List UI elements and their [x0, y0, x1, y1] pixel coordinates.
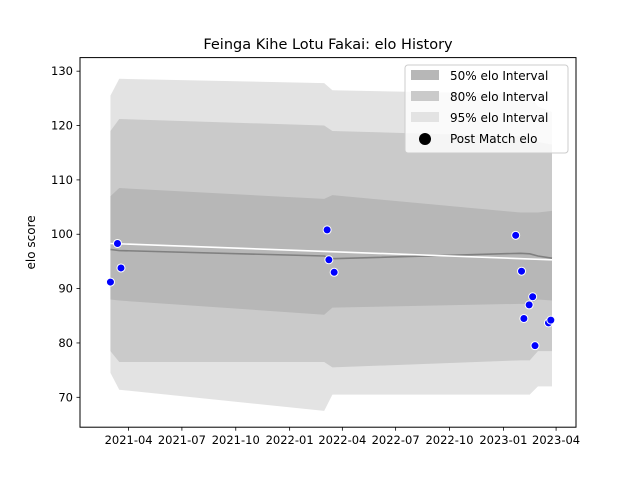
- data-point: [524, 300, 534, 310]
- legend-swatch: [411, 91, 439, 101]
- data-point: [112, 238, 122, 248]
- x-tick-label: 2021-04: [105, 433, 153, 447]
- legend-label: 95% elo Interval: [450, 111, 548, 125]
- y-tick-label: 100: [51, 227, 73, 241]
- y-tick-label: 120: [51, 119, 73, 133]
- data-point: [105, 277, 115, 287]
- y-axis-label: elo score: [24, 215, 38, 269]
- y-tick-label: 80: [58, 336, 73, 350]
- data-point: [322, 225, 332, 235]
- legend-marker: [419, 133, 431, 145]
- data-point: [116, 263, 126, 273]
- y-tick-label: 90: [58, 282, 73, 296]
- data-point: [519, 313, 529, 323]
- x-tick-label: 2021-10: [212, 433, 260, 447]
- legend: 50% elo Interval 80% elo Interval 95% elo …: [404, 64, 569, 154]
- data-point: [329, 267, 339, 277]
- series-line-2: [110, 242, 553, 261]
- legend-label: 50% elo Interval: [450, 69, 548, 83]
- data-point: [324, 255, 334, 265]
- y-axis: 70 80 90 100 110 120 130: [51, 64, 80, 404]
- legend-swatch: [411, 70, 439, 80]
- axes-frame: [79, 57, 577, 428]
- x-tick-label: 2022-07: [372, 433, 420, 447]
- data-point: [546, 315, 556, 325]
- y-tick-label: 110: [51, 173, 73, 187]
- x-axis: 2021-04 2021-07 2021-10 2022-01 2022-04 2022-…: [105, 427, 580, 447]
- data-point: [528, 292, 538, 302]
- data-point: [517, 266, 527, 276]
- x-tick-label: 2023-04: [532, 433, 580, 447]
- plot-area: [105, 78, 556, 411]
- legend-label: 80% elo Interval: [450, 90, 548, 104]
- data-point: [511, 230, 521, 240]
- data-point: [530, 341, 540, 351]
- y-tick-label: 70: [58, 390, 73, 404]
- legend-label: Post Match elo: [450, 132, 537, 146]
- x-tick-label: 2023-01: [479, 433, 527, 447]
- legend-swatch: [411, 112, 439, 122]
- x-tick-label: 2022-10: [425, 433, 473, 447]
- x-tick-label: 2022-04: [318, 433, 366, 447]
- x-tick-label: 2021-07: [158, 433, 206, 447]
- series-line-1: [110, 248, 553, 260]
- x-tick-label: 2022-01: [266, 433, 314, 447]
- chart-title: Feinga Kihe Lotu Fakai: elo History: [203, 37, 453, 53]
- y-tick-label: 130: [51, 64, 73, 78]
- legend-box: [404, 64, 569, 154]
